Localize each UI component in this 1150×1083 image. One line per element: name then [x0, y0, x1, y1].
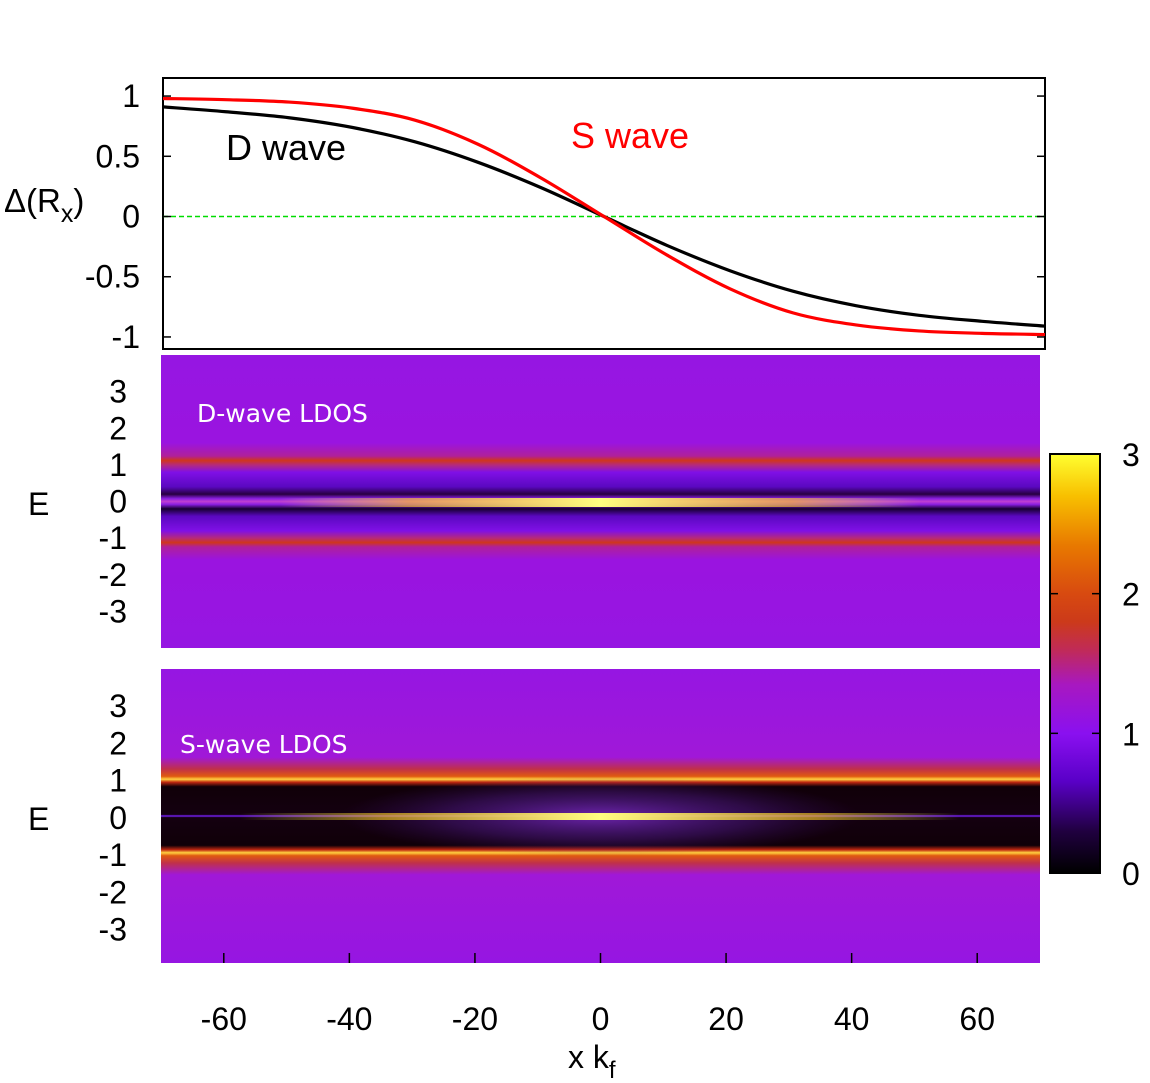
colorbar: 3 2 1 0 [1049, 437, 1140, 892]
d-wave-y-tick-label: 2 [109, 410, 127, 446]
top-y-tick-label: 1 [122, 78, 140, 114]
d-wave-y-axis-label: E [28, 486, 49, 522]
colorbar-gradient [1049, 453, 1101, 874]
s-wave-y-tick-label: -1 [99, 837, 127, 873]
s-wave-y-axis-label: E [28, 801, 49, 837]
colorbar-tick-label: 1 [1122, 716, 1140, 752]
d-wave-y-tick-label: 0 [109, 484, 127, 520]
x-tick-label: 60 [959, 1001, 995, 1037]
s-wave-y-tick-label: 2 [109, 725, 127, 761]
s-wave-map-title: S-wave LDOS [180, 730, 348, 759]
d-wave-y-tick-label: 3 [109, 374, 127, 410]
x-tick-label: -20 [452, 1001, 498, 1037]
d-wave-y-tick-label: -1 [99, 520, 127, 556]
s-wave-zero-energy-peak [240, 813, 960, 820]
s-wave-y-tick-label: 0 [109, 800, 127, 836]
top-y-tick-label: -0.5 [85, 259, 140, 295]
top-y-tick-label: -1 [112, 319, 140, 355]
s-wave-y-tick-label: 1 [109, 763, 127, 799]
x-tick-label: -60 [201, 1001, 247, 1037]
s-wave-y-tick-label: -2 [99, 874, 127, 910]
s-wave-gap-curve [163, 96, 1045, 337]
s-wave-y-tick-label: 3 [109, 688, 127, 724]
plot-frame [162, 77, 1046, 350]
s-wave-y-tick-label: -3 [99, 912, 127, 948]
d-wave-y-tick-label: -2 [99, 557, 127, 593]
top-y-tick-label: 0.5 [96, 138, 140, 174]
x-tick-label: 40 [834, 1001, 870, 1037]
d-wave-legend: D wave [226, 127, 346, 168]
colorbar-tick-label: 2 [1122, 577, 1140, 613]
x-tick-label: -40 [326, 1001, 372, 1037]
d-wave-y-tick-label: 1 [109, 447, 127, 483]
d-wave-zero-energy-peak [280, 498, 920, 507]
d-wave-y-tick-label: -3 [99, 593, 127, 629]
x-tick-label: 20 [708, 1001, 744, 1037]
colorbar-tick-label: 0 [1122, 856, 1140, 892]
colorbar-tick-label: 3 [1122, 437, 1140, 473]
x-axis-label: x kf [568, 1039, 616, 1083]
top-y-axis-label: Δ(Rx) [4, 182, 84, 228]
top-y-tick-label: 0 [122, 199, 140, 235]
s-wave-legend: S wave [571, 115, 689, 156]
x-tick-label: 0 [592, 1001, 610, 1037]
gap-profile-panel: 1 0.5 0 -0.5 -1 D wave S wave Δ(Rx) [4, 77, 1046, 355]
d-wave-map-title: D-wave LDOS [197, 399, 368, 428]
